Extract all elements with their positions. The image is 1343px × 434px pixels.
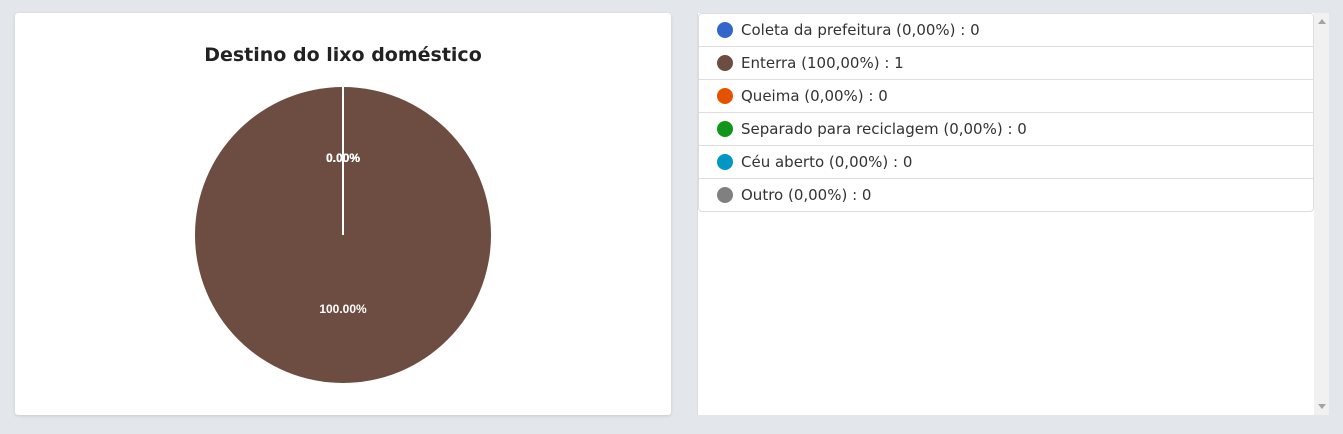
legend-label: Queima (0,00%) : 0 bbox=[741, 87, 888, 105]
legend-color-dot bbox=[717, 187, 733, 203]
pie-percent-label: 0.00% bbox=[326, 151, 360, 165]
legend-list: Coleta da prefeitura (0,00%) : 0 Enterra… bbox=[698, 13, 1314, 212]
scroll-up-arrow-icon[interactable] bbox=[1318, 19, 1326, 24]
legend-item-queima[interactable]: Queima (0,00%) : 0 bbox=[699, 79, 1313, 112]
pie-percent-label: 0.00% bbox=[326, 151, 360, 165]
legend-color-dot bbox=[717, 55, 733, 71]
legend-item-ceu-aberto[interactable]: Céu aberto (0,00%) : 0 bbox=[699, 145, 1313, 178]
chart-title: Destino do lixo doméstico bbox=[204, 44, 482, 66]
scroll-down-arrow-icon[interactable] bbox=[1318, 404, 1326, 409]
legend-label: Coleta da prefeitura (0,00%) : 0 bbox=[741, 21, 980, 39]
legend-color-dot bbox=[717, 88, 733, 104]
legend-item-outro[interactable]: Outro (0,00%) : 0 bbox=[699, 178, 1313, 211]
legend-label: Enterra (100,00%) : 1 bbox=[741, 54, 904, 72]
legend-label: Céu aberto (0,00%) : 0 bbox=[741, 153, 913, 171]
legend-label: Separado para reciclagem (0,00%) : 0 bbox=[741, 120, 1027, 138]
chart-card: Destino do lixo doméstico 0.00% 100.00% 0.… bbox=[15, 13, 671, 415]
legend-item-coleta[interactable]: Coleta da prefeitura (0,00%) : 0 bbox=[699, 14, 1313, 46]
legend-scrollbar[interactable] bbox=[1314, 13, 1329, 415]
pie-percent-label: 0.00% bbox=[326, 151, 360, 165]
pie-percent-label: 100.00% bbox=[319, 302, 367, 316]
legend-item-reciclagem[interactable]: Separado para reciclagem (0,00%) : 0 bbox=[699, 112, 1313, 145]
legend-panel: Coleta da prefeitura (0,00%) : 0 Enterra… bbox=[697, 13, 1314, 415]
pie-percent-label: 0.00% bbox=[326, 151, 360, 165]
legend-item-enterra[interactable]: Enterra (100,00%) : 1 bbox=[699, 46, 1313, 79]
legend-color-dot bbox=[717, 154, 733, 170]
pie-chart: 0.00%100.00%0.00%0.00%0.00%0.00% bbox=[195, 87, 491, 383]
legend-color-dot bbox=[717, 22, 733, 38]
pie-percent-label: 0.00% bbox=[326, 151, 360, 165]
legend-label: Outro (0,00%) : 0 bbox=[741, 186, 872, 204]
legend-color-dot bbox=[717, 121, 733, 137]
